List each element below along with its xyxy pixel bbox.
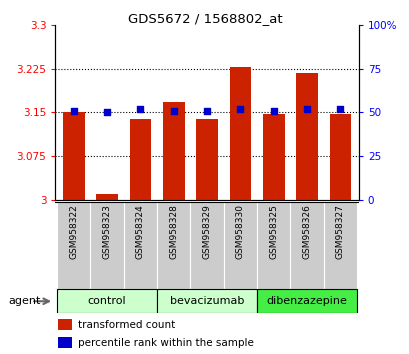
Bar — [329, 114, 351, 200]
Point — [70, 108, 77, 114]
Text: dibenzazepine: dibenzazepine — [266, 296, 347, 306]
Text: GSM958329: GSM958329 — [202, 204, 211, 259]
Bar — [57, 289, 157, 313]
Point — [137, 106, 143, 112]
Point — [203, 108, 210, 114]
Text: GSM958330: GSM958330 — [235, 204, 244, 259]
Text: GSM958326: GSM958326 — [302, 204, 311, 259]
Point — [103, 110, 110, 115]
Bar — [262, 114, 284, 200]
Text: GSM958328: GSM958328 — [169, 204, 178, 259]
Text: GSM958325: GSM958325 — [269, 204, 278, 259]
Bar — [323, 202, 356, 289]
Text: bevacizumab: bevacizumab — [169, 296, 244, 306]
Text: control: control — [88, 296, 126, 306]
Bar — [129, 119, 151, 200]
Text: GSM958324: GSM958324 — [135, 204, 144, 259]
Bar — [196, 119, 217, 200]
Point — [336, 106, 343, 112]
Bar — [124, 202, 157, 289]
Text: GSM958322: GSM958322 — [69, 204, 78, 259]
Bar — [63, 113, 84, 200]
Point — [236, 106, 243, 112]
Text: GSM958327: GSM958327 — [335, 204, 344, 259]
Bar — [58, 319, 72, 330]
Bar — [223, 202, 256, 289]
Bar — [190, 202, 223, 289]
Bar — [256, 202, 290, 289]
Bar — [162, 102, 184, 200]
Bar — [96, 194, 117, 200]
Text: agent: agent — [8, 296, 40, 306]
Bar — [290, 202, 323, 289]
Text: transformed count: transformed count — [78, 320, 175, 330]
Bar — [90, 202, 124, 289]
Bar — [229, 67, 251, 200]
Bar — [157, 289, 256, 313]
Text: GDS5672 / 1568802_at: GDS5672 / 1568802_at — [127, 12, 282, 25]
Point — [170, 108, 177, 114]
Bar — [296, 73, 317, 200]
Bar — [157, 202, 190, 289]
Text: GSM958323: GSM958323 — [102, 204, 111, 259]
Bar — [57, 202, 90, 289]
Bar — [256, 289, 356, 313]
Bar — [58, 337, 72, 348]
Point — [270, 108, 276, 114]
Text: percentile rank within the sample: percentile rank within the sample — [78, 338, 253, 348]
Point — [303, 106, 310, 112]
